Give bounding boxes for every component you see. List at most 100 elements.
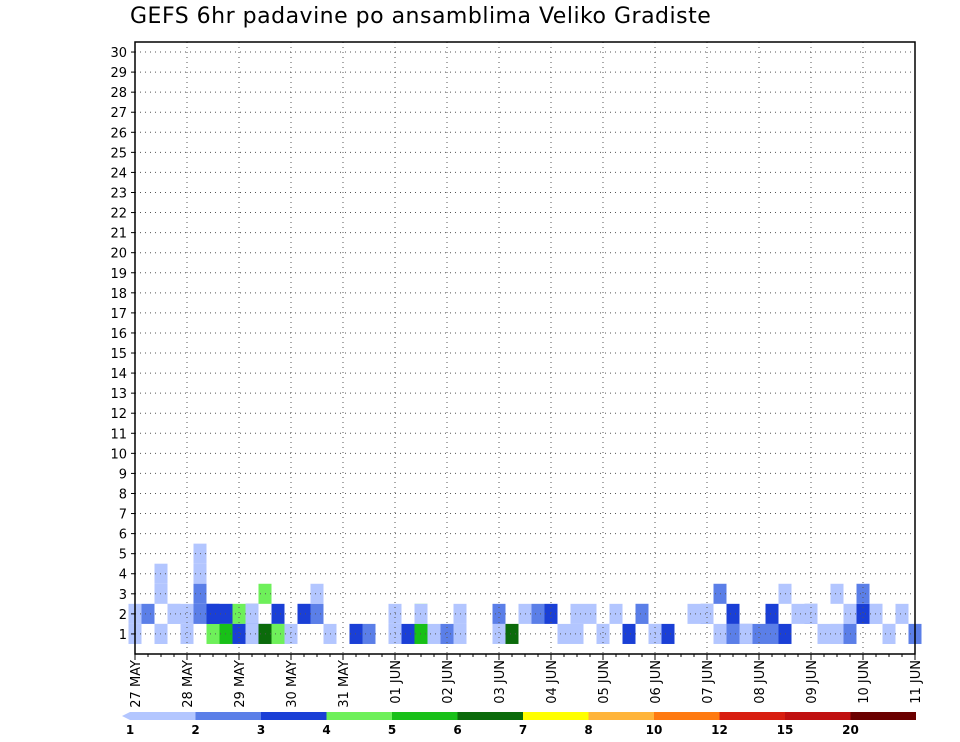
x-tick-label: 11 JUN — [909, 660, 924, 704]
y-tick-label: 2 — [119, 608, 127, 623]
colorbar-swatch — [523, 712, 589, 720]
heatmap-cell — [206, 623, 220, 644]
y-tick-label: 14 — [110, 367, 127, 382]
heatmap-cell — [557, 623, 571, 644]
heatmap-cell — [687, 603, 701, 624]
x-tick-label: 01 JUN — [389, 660, 404, 704]
heatmap-cell — [401, 623, 415, 644]
heatmap-cell — [570, 603, 584, 624]
y-tick-label: 1 — [119, 628, 127, 643]
colorbar-tick-label: 2 — [191, 723, 199, 737]
heatmap-cells — [128, 543, 922, 644]
heatmap-cell — [726, 623, 740, 644]
y-tick-label: 20 — [110, 247, 127, 262]
colorbar-swatch — [588, 712, 654, 720]
y-tick-label: 22 — [110, 207, 127, 222]
colorbar-swatch — [457, 712, 523, 720]
heatmap-cell — [271, 623, 285, 644]
heatmap-cell — [752, 623, 766, 644]
colorbar-tick-label: 12 — [711, 723, 728, 737]
y-tick-label: 4 — [119, 568, 127, 583]
heatmap-cell — [297, 603, 311, 624]
y-tick-label: 25 — [110, 146, 127, 161]
y-tick-label: 13 — [110, 387, 127, 402]
heatmap-cell — [180, 603, 194, 624]
heatmap-cell — [206, 603, 220, 624]
heatmap-cell — [635, 603, 649, 624]
grid-lines — [135, 42, 915, 654]
y-tick-label: 28 — [110, 86, 127, 101]
heatmap-cell — [141, 603, 155, 624]
x-tick-label: 31 MAY — [337, 660, 352, 708]
y-tick-label: 29 — [110, 66, 127, 81]
colorbar-tick-label: 15 — [777, 723, 794, 737]
heatmap-cell — [310, 583, 324, 604]
colorbar-swatch — [719, 712, 785, 720]
x-tick-label: 27 MAY — [129, 660, 144, 708]
colorbar-swatch — [130, 712, 196, 720]
heatmap-cell — [427, 623, 441, 644]
x-tick-label: 05 JUN — [597, 660, 612, 704]
heatmap-cell — [661, 623, 675, 644]
colorbar-tick-label: 6 — [453, 723, 461, 737]
heatmap-cell — [440, 623, 454, 644]
heatmap-cell — [817, 623, 831, 644]
colorbar-swatch — [654, 712, 720, 720]
y-tick-label: 7 — [119, 508, 127, 523]
colorbar-swatch — [850, 712, 916, 720]
y-tick-label: 3 — [119, 588, 127, 603]
colorbar: 1 2 3 4 5 6 7 8 10 12 15 20 — [122, 712, 916, 737]
x-tick-label: 10 JUN — [857, 660, 872, 704]
heatmap-cell — [362, 623, 376, 644]
y-tick-label: 11 — [110, 427, 127, 442]
chart-title: GEFS 6hr padavine po ansamblima Veliko G… — [130, 4, 712, 29]
x-tick-label: 04 JUN — [545, 660, 560, 704]
heatmap-cell — [856, 603, 870, 624]
y-tick-label: 26 — [110, 126, 127, 141]
y-tick-label: 23 — [110, 186, 127, 201]
y-tick-label: 16 — [110, 327, 127, 342]
heatmap-cell — [895, 603, 909, 624]
colorbar-tick-label: 5 — [388, 723, 396, 737]
y-tick-label: 10 — [110, 447, 127, 462]
x-tick-label: 08 JUN — [753, 660, 768, 704]
y-tick-label: 27 — [110, 106, 127, 121]
heatmap-cell — [505, 623, 519, 644]
heatmap-cell — [232, 603, 246, 624]
heatmap-cell — [765, 623, 779, 644]
colorbar-swatch — [195, 712, 261, 720]
heatmap-cell — [830, 583, 844, 604]
y-tick-label: 15 — [110, 347, 127, 362]
y-tick-label: 8 — [119, 487, 127, 502]
y-tick-label: 19 — [110, 267, 127, 282]
heatmap-cell — [310, 603, 324, 624]
colorbar-tick-label: 1 — [126, 723, 134, 737]
heatmap-cell — [271, 603, 285, 624]
y-tick-label: 6 — [119, 528, 127, 543]
colorbar-swatch — [261, 712, 327, 720]
heatmap-cell — [791, 603, 805, 624]
colorbar-swatch — [326, 712, 392, 720]
colorbar-tick-label: 3 — [257, 723, 265, 737]
colorbar-tick-label: 10 — [646, 723, 663, 737]
x-tick-label: 03 JUN — [493, 660, 508, 704]
heatmap-cell — [765, 603, 779, 624]
heatmap-cell — [167, 603, 181, 624]
colorbar-left-arrow — [122, 712, 130, 720]
x-tick-label: 30 MAY — [285, 660, 300, 708]
heatmap-cell — [570, 623, 584, 644]
heatmap-cell — [492, 623, 506, 644]
heatmap-cell — [596, 623, 610, 644]
x-tick-label: 02 JUN — [441, 660, 456, 704]
y-tick-label: 30 — [110, 46, 127, 61]
y-tick-label: 24 — [110, 166, 127, 181]
colorbar-tick-label: 4 — [322, 723, 330, 737]
heatmap-cell — [622, 623, 636, 644]
x-axis: 27 MAY 28 MAY 29 MAY 30 MAY 31 MAY 01 JUN 02 J… — [129, 654, 924, 708]
y-tick-label: 9 — [119, 467, 127, 482]
y-axis: 1234567891011121314151617181920212223242… — [110, 46, 135, 643]
heatmap-cell — [492, 603, 506, 624]
heatmap-cell — [245, 603, 259, 624]
x-tick-label: 28 MAY — [181, 660, 196, 708]
